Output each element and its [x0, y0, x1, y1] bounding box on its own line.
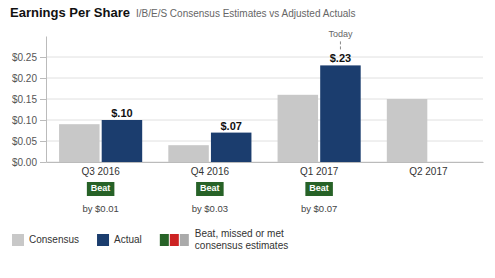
y-tick: $0.05: [12, 136, 46, 147]
subtitle: I/B/E/S Consensus Estimates vs Adjusted …: [136, 8, 356, 19]
badge-label: Beat: [309, 183, 329, 193]
y-tick-label: $0.05: [12, 136, 37, 147]
x-axis-line: [47, 162, 484, 163]
y-tick-mark: [40, 162, 46, 163]
data-labels: $.10 $.07 $.23: [111, 52, 351, 131]
y-tick: $0.20: [12, 73, 46, 84]
y-tick-mark: [40, 57, 46, 58]
badge-note: by $0.07: [301, 203, 337, 214]
plot: $0.00 $0.05 $0.10 $0.15 $0.20 $0.25 Q3 2016 Q4 …: [12, 29, 484, 214]
legend-label: Actual: [114, 234, 142, 245]
bar: [59, 124, 100, 162]
y-tick-mark: [40, 78, 46, 79]
legend-swatch: [180, 234, 189, 246]
data-label: $.10: [111, 107, 132, 119]
badges: Beat Beat Beat by $0.01 by $0.03 by $0.07: [82, 182, 337, 214]
legend-label: Consensus: [29, 234, 79, 245]
y-axis: $0.00 $0.05 $0.10 $0.15 $0.20 $0.25: [12, 37, 47, 168]
data-label: $.23: [330, 52, 351, 64]
bar: [278, 95, 319, 162]
grid: [46, 57, 483, 162]
legend: Consensus Actual Beat, missed or metconsen…: [12, 228, 288, 251]
bar: [168, 145, 209, 162]
badge-note: by $0.03: [192, 203, 228, 214]
badge-label: Beat: [200, 183, 220, 193]
legend-label: Beat, missed or met: [195, 228, 284, 239]
grid-line: [46, 57, 483, 58]
y-tick-mark: [40, 120, 46, 121]
badge-box: [196, 182, 224, 196]
badge-label: Beat: [91, 183, 111, 193]
legend-swatch: [170, 234, 179, 246]
bar: [387, 99, 428, 162]
bar: [320, 65, 361, 162]
y-tick: $0.10: [12, 115, 46, 126]
x-tick: Q3 2016: [81, 166, 120, 177]
bars: [59, 65, 427, 162]
legend-label: consensus estimates: [195, 240, 288, 251]
x-tick: Q4 2016: [191, 166, 230, 177]
y-tick-label: $0.10: [12, 115, 37, 126]
badge: Beat: [305, 182, 333, 196]
y-tick-mark: [40, 141, 46, 142]
grid-line: [46, 78, 483, 79]
x-tick-label: Q2 2017: [409, 166, 448, 177]
y-tick-label: $0.25: [12, 52, 37, 63]
y-tick-label: $0.15: [12, 94, 37, 105]
legend-swatch: [160, 234, 169, 246]
y-tick: $0.25: [12, 52, 46, 63]
legend-swatch: [97, 234, 109, 246]
badge: Beat: [87, 182, 115, 196]
data-label: $.07: [220, 120, 241, 132]
chart: Earnings Per Share I/B/E/S Consensus Esti…: [0, 0, 495, 278]
y-tick: $0.00: [12, 157, 46, 168]
badge-note: by $0.01: [82, 203, 118, 214]
y-tick-mark: [40, 99, 46, 100]
legend-swatch: [12, 234, 24, 246]
x-tick-label: Q4 2016: [191, 166, 230, 177]
badge-box: [305, 182, 333, 196]
x-tick-label: Q3 2016: [81, 166, 120, 177]
bar: [211, 133, 252, 162]
badge-box: [87, 182, 115, 196]
y-tick-label: $0.20: [12, 73, 37, 84]
title: Earnings Per Share: [10, 5, 130, 20]
bar: [102, 120, 143, 162]
today-label: Today: [328, 29, 353, 39]
y-axis-line: [46, 37, 47, 163]
x-tick-label: Q1 2017: [300, 166, 339, 177]
y-tick: $0.15: [12, 94, 46, 105]
x-tick: Q2 2017: [409, 166, 448, 177]
x-axis: Q3 2016 Q4 2016 Q1 2017 Q2 2017: [47, 163, 484, 178]
x-tick: Q1 2017: [300, 166, 339, 177]
badge: Beat: [196, 182, 224, 196]
y-tick-label: $0.00: [12, 157, 37, 168]
today-marker: [340, 39, 341, 49]
